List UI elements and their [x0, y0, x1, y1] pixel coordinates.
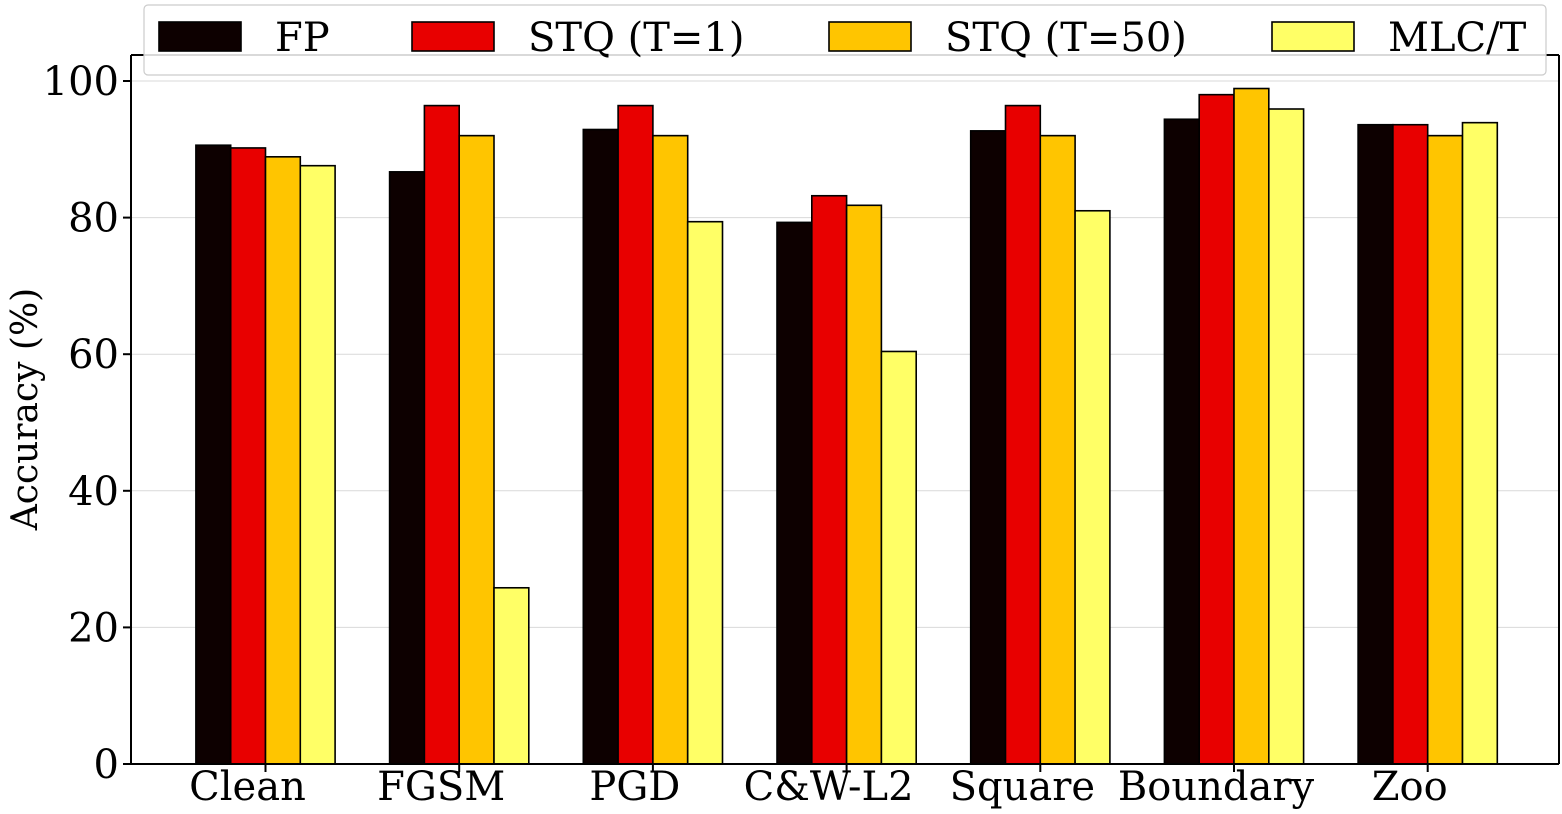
- bar-1-3: [493, 586, 530, 765]
- bar-6-3: [1461, 121, 1499, 765]
- bar-6-1: [1392, 123, 1429, 765]
- legend-swatch: [1271, 21, 1355, 52]
- bar-0-2: [264, 156, 302, 765]
- bar-2-3: [686, 220, 724, 765]
- bar-3-3: [880, 350, 918, 765]
- legend-swatch: [828, 21, 912, 52]
- legend-swatch: [411, 21, 495, 52]
- x-tick-label: Clean: [189, 764, 306, 810]
- bar-6-0: [1357, 123, 1394, 765]
- bar-4-1: [1004, 104, 1042, 765]
- bars: [195, 87, 1499, 765]
- bar-4-2: [1039, 134, 1076, 765]
- y-tick-label: 20: [68, 605, 119, 651]
- bar-2-0: [582, 128, 619, 765]
- bar-4-3: [1074, 209, 1111, 765]
- legend-label: MLC/T: [1388, 15, 1527, 61]
- bar-3-1: [810, 194, 848, 765]
- bar-1-1: [423, 104, 460, 765]
- legend-swatch: [158, 21, 242, 52]
- bar-1-0: [388, 171, 426, 765]
- bar-0-1: [229, 147, 267, 765]
- legend-label: STQ (T=1): [528, 15, 744, 61]
- bar-5-0: [1163, 118, 1201, 765]
- x-tick-label: FGSM: [377, 764, 505, 810]
- bar-0-0: [195, 144, 232, 765]
- bar-0-3: [299, 164, 336, 765]
- x-tick-label: Square: [950, 764, 1095, 810]
- bar-3-2: [845, 204, 883, 765]
- x-tick-label: PGD: [589, 764, 680, 810]
- y-tick-label: 60: [68, 332, 119, 378]
- bar-5-1: [1198, 93, 1235, 765]
- y-tick-label: 100: [43, 59, 119, 105]
- legend-label: FP: [275, 15, 330, 61]
- legend: FP STQ (T=1) STQ (T=50) MLC/T: [143, 4, 1547, 76]
- x-tick-label: C&W-L2: [744, 764, 914, 810]
- bar-1-2: [458, 134, 495, 765]
- legend-label: STQ (T=50): [945, 15, 1187, 61]
- x-tick-label: Boundary: [1118, 764, 1315, 810]
- bar-3-0: [776, 221, 813, 765]
- x-tick-label: Zoo: [1372, 764, 1448, 810]
- bar-6-2: [1426, 134, 1464, 765]
- bar-5-3: [1268, 108, 1305, 765]
- bar-5-2: [1233, 87, 1270, 765]
- y-ticks: 0 20 40 60 80 100: [43, 59, 131, 788]
- bar-2-2: [652, 134, 689, 765]
- y-tick-label: 40: [68, 469, 119, 515]
- y-tick-label: 80: [68, 196, 119, 242]
- y-tick-label: 0: [94, 742, 119, 788]
- y-axis-label: Accuracy (%): [5, 288, 46, 531]
- bar-2-1: [617, 104, 654, 765]
- x-ticks: Clean FGSM PGD C&W-L2 Square Boundary Zoo: [189, 764, 1448, 810]
- bar-4-0: [969, 130, 1007, 765]
